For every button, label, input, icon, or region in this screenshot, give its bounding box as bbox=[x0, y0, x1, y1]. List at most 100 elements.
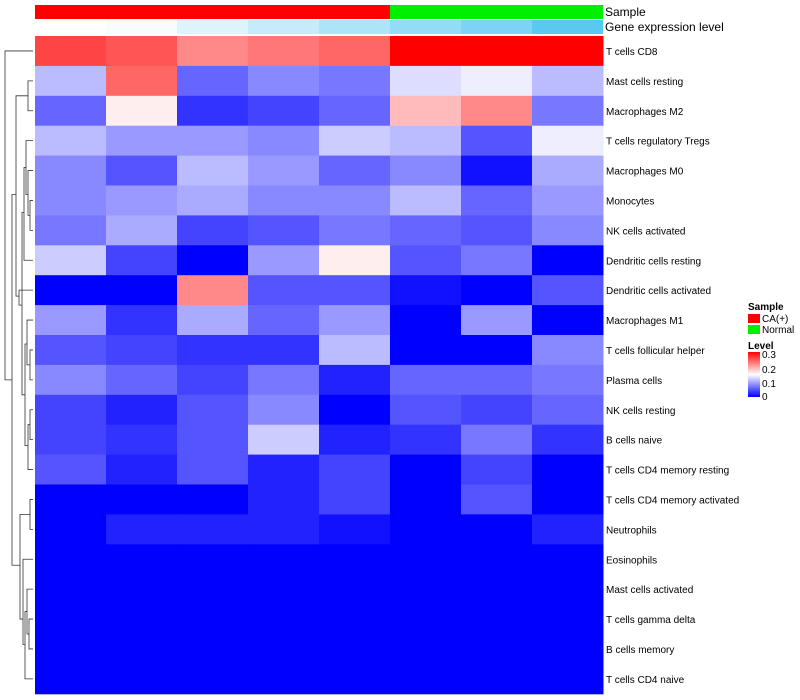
dendrogram-branch bbox=[29, 200, 33, 231]
dendrogram-branch bbox=[29, 499, 33, 530]
gene-annotation-cell bbox=[319, 20, 390, 34]
legend-label-normal: Normal bbox=[762, 325, 794, 336]
heatmap-cell bbox=[248, 364, 320, 396]
heatmap-cell bbox=[106, 305, 178, 336]
legend-label-ca: CA(+) bbox=[762, 314, 788, 325]
dendrogram-branch bbox=[25, 140, 33, 195]
heatmap-cell bbox=[461, 424, 533, 456]
heatmap-cell bbox=[177, 454, 249, 485]
heatmap-cell bbox=[461, 574, 533, 605]
dendrogram-branch bbox=[19, 514, 30, 620]
heatmap-cell bbox=[461, 36, 533, 67]
heatmap-cell bbox=[461, 484, 533, 515]
dendrogram-branch bbox=[15, 95, 28, 297]
heatmap-cell bbox=[461, 514, 533, 545]
sample-annotation-cell bbox=[461, 5, 532, 19]
heatmap-cell bbox=[319, 544, 391, 575]
legend-tick-1: 0.2 bbox=[762, 365, 776, 376]
heatmap-cell bbox=[248, 36, 320, 67]
gene-annotation-cell bbox=[461, 20, 532, 34]
heatmap-cell bbox=[248, 185, 320, 216]
heatmap-cell bbox=[35, 125, 107, 157]
heatmap-cell bbox=[35, 544, 107, 575]
heatmap-cell bbox=[390, 574, 462, 605]
heatmap-cell bbox=[106, 155, 178, 186]
legend-sample-title: Sample bbox=[748, 302, 784, 313]
heatmap-cell bbox=[319, 484, 391, 515]
heatmap-cell bbox=[35, 634, 107, 665]
heatmap-cell bbox=[532, 65, 604, 97]
heatmap-cell bbox=[177, 95, 249, 127]
row-label: T cells CD4 memory resting bbox=[606, 466, 729, 477]
heatmap-cell bbox=[35, 663, 107, 695]
legend-level-title: Level bbox=[748, 341, 774, 352]
heatmap-cell bbox=[177, 155, 249, 186]
heatmap-cell bbox=[390, 544, 462, 575]
dendrogram-branch bbox=[24, 343, 28, 447]
heatmap-cell bbox=[248, 275, 320, 306]
row-label: Neutrophils bbox=[606, 525, 657, 536]
heatmap-cell bbox=[461, 604, 533, 635]
row-label: T cells gamma delta bbox=[606, 615, 696, 626]
heatmap-cell bbox=[390, 95, 462, 127]
heatmap-cell bbox=[248, 335, 320, 366]
legend-swatch-normal bbox=[748, 325, 760, 334]
heatmap-cell bbox=[532, 634, 604, 665]
heatmap-cell bbox=[319, 424, 391, 456]
heatmap-cell bbox=[319, 663, 391, 695]
heatmap-cell bbox=[106, 36, 178, 67]
heatmap-cell bbox=[106, 454, 178, 485]
heatmap-cell bbox=[390, 215, 462, 246]
heatmap-cell bbox=[390, 663, 462, 695]
row-label: Dendritic cells activated bbox=[606, 286, 711, 297]
heatmap-cell bbox=[390, 185, 462, 216]
sample-annotation-label: Sample bbox=[605, 5, 646, 19]
heatmap-cell bbox=[461, 95, 533, 127]
legend-tick-3: 0 bbox=[762, 392, 768, 403]
heatmap-cell bbox=[319, 394, 391, 426]
heatmap-cell bbox=[177, 245, 249, 276]
dendrogram-branch bbox=[21, 212, 25, 396]
heatmap-cell bbox=[532, 125, 604, 157]
heatmap-cell bbox=[177, 514, 249, 545]
heatmap-cell bbox=[177, 275, 249, 306]
heatmap-cell bbox=[532, 305, 604, 336]
heatmap-cell bbox=[319, 634, 391, 665]
heatmap-cell bbox=[248, 514, 320, 545]
heatmap-cell bbox=[248, 544, 320, 575]
dendrogram-branch bbox=[22, 558, 33, 645]
dendrogram-branch bbox=[24, 611, 33, 680]
dendrogram-branch bbox=[26, 588, 33, 635]
heatmap-cell bbox=[248, 305, 320, 336]
row-label: T cells follicular helper bbox=[606, 346, 705, 357]
heatmap-cell bbox=[248, 245, 320, 276]
heatmap-cell bbox=[461, 305, 533, 336]
heatmap-cell bbox=[390, 245, 462, 276]
heatmap-cell bbox=[248, 95, 320, 127]
heatmap-cell bbox=[532, 335, 604, 366]
heatmap-cell bbox=[248, 604, 320, 635]
heatmap-cell bbox=[248, 215, 320, 246]
heatmap-cell bbox=[35, 574, 107, 605]
heatmap-cell bbox=[461, 155, 533, 186]
row-label: B cells naive bbox=[606, 436, 663, 447]
dendrogram-branch bbox=[29, 409, 33, 441]
heatmap-cell bbox=[532, 544, 604, 575]
heatmap-cell bbox=[106, 125, 178, 157]
heatmap-cell bbox=[461, 454, 533, 485]
sample-annotation-cell bbox=[532, 5, 603, 19]
dendrogram-branch bbox=[18, 289, 33, 306]
row-label: Dendritic cells resting bbox=[606, 256, 701, 267]
heatmap-cell bbox=[248, 394, 320, 426]
heatmap-cell bbox=[532, 155, 604, 186]
heatmap-cell bbox=[319, 185, 391, 216]
heatmap-cell bbox=[532, 245, 604, 276]
heatmap-cell bbox=[461, 663, 533, 695]
heatmap-cell bbox=[319, 305, 391, 336]
heatmap-cell bbox=[106, 364, 178, 396]
heatmap-cell bbox=[106, 185, 178, 216]
heatmap-cell bbox=[106, 424, 178, 456]
heatmap-cell bbox=[390, 484, 462, 515]
heatmap-cell bbox=[106, 95, 178, 127]
